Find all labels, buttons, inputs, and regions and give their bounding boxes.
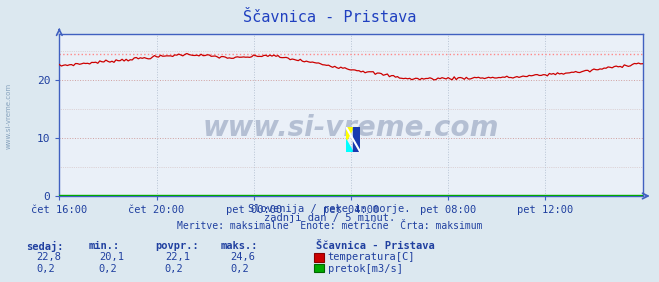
Text: 20,1: 20,1 — [99, 252, 124, 262]
Text: zadnji dan / 5 minut.: zadnji dan / 5 minut. — [264, 213, 395, 223]
Text: www.si-vreme.com: www.si-vreme.com — [5, 83, 12, 149]
Text: min.:: min.: — [89, 241, 120, 251]
Text: 0,2: 0,2 — [231, 264, 249, 274]
Text: 0,2: 0,2 — [165, 264, 183, 274]
Text: povpr.:: povpr.: — [155, 241, 198, 251]
Text: temperatura[C]: temperatura[C] — [328, 252, 415, 262]
Polygon shape — [346, 140, 353, 152]
Polygon shape — [353, 127, 360, 152]
Text: sedaj:: sedaj: — [26, 241, 64, 252]
Polygon shape — [346, 127, 353, 140]
Text: 0,2: 0,2 — [36, 264, 55, 274]
Text: Ščavnica - Pristava: Ščavnica - Pristava — [316, 241, 435, 251]
Text: 24,6: 24,6 — [231, 252, 256, 262]
Text: Slovenija / reke in morje.: Slovenija / reke in morje. — [248, 204, 411, 214]
Text: pretok[m3/s]: pretok[m3/s] — [328, 264, 403, 274]
Text: 22,1: 22,1 — [165, 252, 190, 262]
Text: maks.:: maks.: — [221, 241, 258, 251]
Text: Ščavnica - Pristava: Ščavnica - Pristava — [243, 10, 416, 25]
Text: www.si-vreme.com: www.si-vreme.com — [203, 114, 499, 142]
Text: 22,8: 22,8 — [36, 252, 61, 262]
Text: Meritve: maksimalne  Enote: metrične  Črta: maksimum: Meritve: maksimalne Enote: metrične Črta… — [177, 221, 482, 231]
Text: 0,2: 0,2 — [99, 264, 117, 274]
